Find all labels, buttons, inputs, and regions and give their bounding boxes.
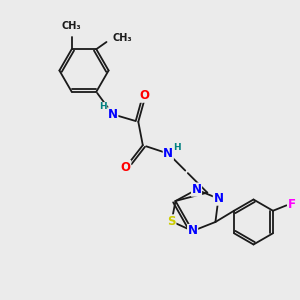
Text: CH₃: CH₃: [62, 21, 82, 31]
Text: N: N: [108, 108, 118, 121]
Text: CH₃: CH₃: [112, 33, 132, 43]
Text: O: O: [121, 160, 131, 174]
Text: H: H: [173, 142, 181, 152]
Text: N: N: [191, 183, 202, 196]
Text: S: S: [167, 215, 176, 228]
Text: N: N: [213, 192, 224, 205]
Text: H: H: [99, 102, 107, 111]
Text: O: O: [139, 89, 149, 102]
Text: N: N: [163, 147, 173, 160]
Text: N: N: [188, 224, 198, 238]
Text: F: F: [288, 198, 296, 211]
